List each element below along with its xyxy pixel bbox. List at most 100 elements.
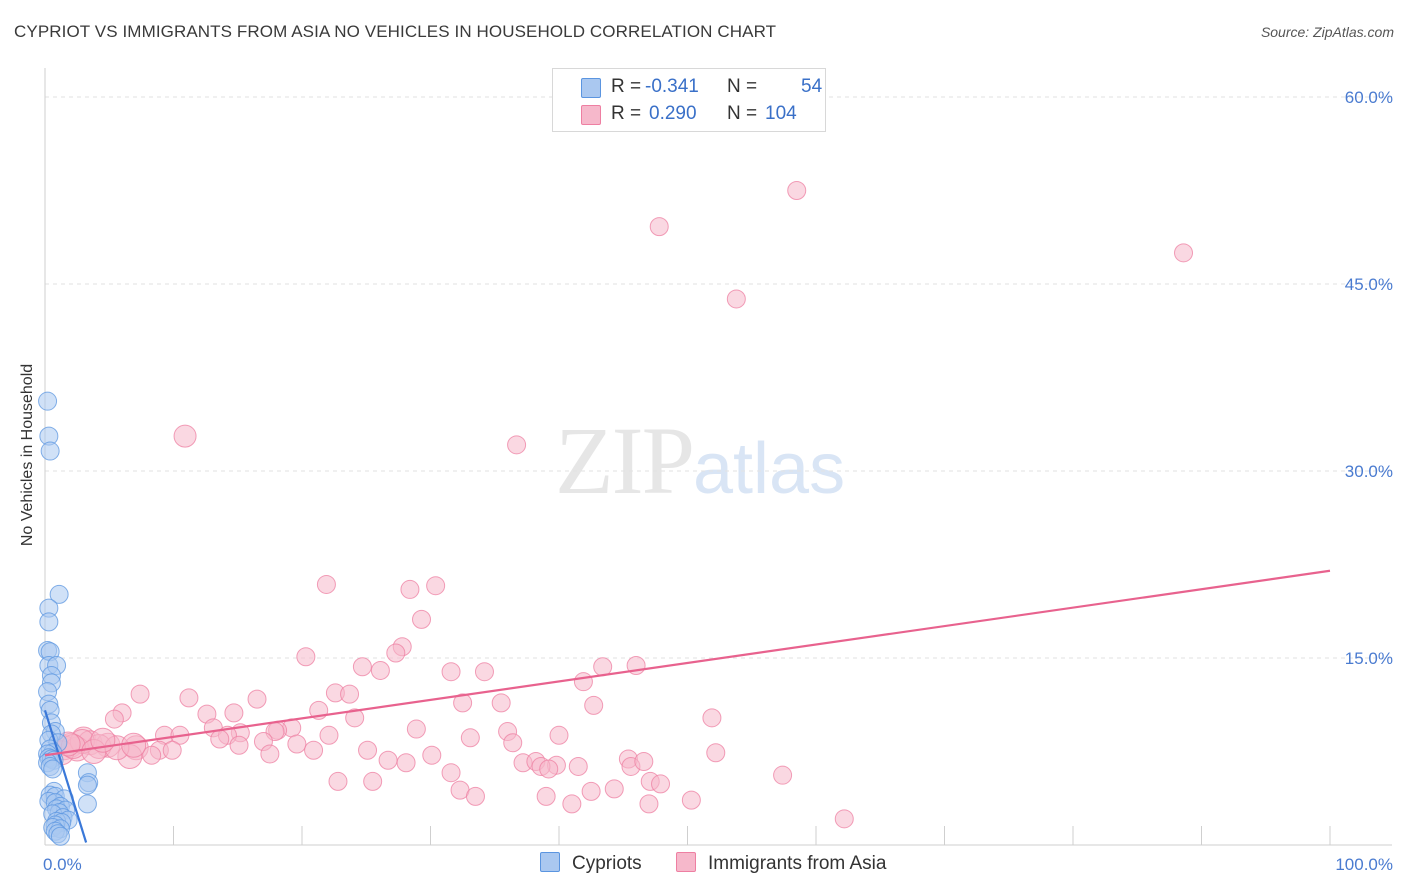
point-asia [396,753,416,773]
y-tick-label: 30.0% [1345,462,1393,481]
point-cypriots [49,584,69,604]
point-cypriots [77,775,97,795]
point-asia [378,750,398,770]
point-asia [328,771,348,791]
legend-n-value: 104 [765,103,797,124]
point-asia [651,774,671,794]
point-asia [649,217,669,237]
point-asia [130,684,150,704]
point-asia [539,759,559,779]
point-asia [568,756,588,776]
point-asia [726,289,746,309]
point-asia [702,708,722,728]
y-tick-label: 15.0% [1345,649,1393,668]
bottom-legend-swatch-asia [676,852,696,872]
legend-n-label: N = [727,76,758,97]
bottom-legend-asia: Immigrants from Asia [676,852,886,875]
point-cypriots [38,391,58,411]
point-asia [173,424,197,448]
point-cypriots [77,794,97,814]
point-asia [412,609,432,629]
x-tick-label: 0.0% [43,855,82,874]
point-asia [358,740,378,760]
point-asia [681,790,701,810]
point-asia [465,786,485,806]
x-tick-label: 100.0% [1335,855,1393,874]
point-asia [453,693,473,713]
legend-swatch-cypriots [581,78,601,98]
point-asia [287,734,307,754]
point-asia [581,781,601,801]
point-asia [319,725,339,745]
watermark-zip: ZIP [555,407,695,514]
point-asia [224,703,244,723]
point-asia [400,579,420,599]
point-asia [460,728,480,748]
point-asia [229,735,249,755]
legend-row-asia: R = 0.290 N = 104 [553,103,825,129]
point-asia [345,708,365,728]
point-asia [304,740,324,760]
legend-r-label: R = [611,103,642,124]
point-asia [536,786,556,806]
point-asia [441,763,461,783]
point-asia [834,809,854,829]
point-asia [363,771,383,791]
point-asia [474,662,494,682]
legend-n-label: N = [727,103,758,124]
point-asia [121,732,147,758]
point-asia [773,765,793,785]
legend-r-value: -0.341 [645,76,699,97]
watermark-atlas: atlas [693,429,846,509]
point-asia [639,794,659,814]
point-asia [340,684,360,704]
legend-swatch-asia [581,105,601,125]
point-asia [441,662,461,682]
point-asia [104,709,124,729]
point-asia [247,689,267,709]
point-asia [162,740,182,760]
point-asia [549,725,569,745]
bottom-legend-label-cypriots: Cypriots [572,853,642,874]
point-asia [370,660,390,680]
legend-row-cypriots: R = -0.341 N = 54 [553,76,825,102]
point-asia [142,745,162,765]
watermark: ZIPatlas [555,405,845,516]
legend-r-label: R = [611,76,642,97]
bottom-legend-label-asia: Immigrants from Asia [708,853,887,874]
point-asia [562,794,582,814]
point-asia [386,643,406,663]
point-asia [260,744,280,764]
chart-title: CYPRIOT VS IMMIGRANTS FROM ASIA NO VEHIC… [14,22,777,41]
point-asia [634,751,654,771]
point-cypriots [39,612,59,632]
point-asia [426,576,446,596]
point-asia [316,574,336,594]
point-cypriots [43,759,63,779]
legend-n-value: 54 [801,76,823,97]
point-asia [491,693,511,713]
point-asia [296,647,316,667]
point-cypriots [40,441,60,461]
point-asia [422,745,442,765]
point-asia [210,729,230,749]
correlation-legend: R = -0.341 N = 54 R = 0.290 N = 104 [552,68,826,132]
legend-r-value: 0.290 [649,103,697,124]
point-asia [706,743,726,763]
point-asia [1174,243,1194,263]
point-asia [593,657,613,677]
point-asia [573,672,593,692]
bottom-legend-swatch-cypriots [540,852,560,872]
point-asia [179,688,199,708]
point-asia [406,719,426,739]
point-asia [352,657,372,677]
point-asia [507,435,527,455]
point-asia [503,733,523,753]
trend-line-cypriots [43,710,88,843]
point-asia [787,181,807,200]
y-tick-label: 60.0% [1345,88,1393,107]
point-asia [584,695,604,715]
point-cypriots [50,826,70,846]
y-tick-label: 45.0% [1345,275,1393,294]
